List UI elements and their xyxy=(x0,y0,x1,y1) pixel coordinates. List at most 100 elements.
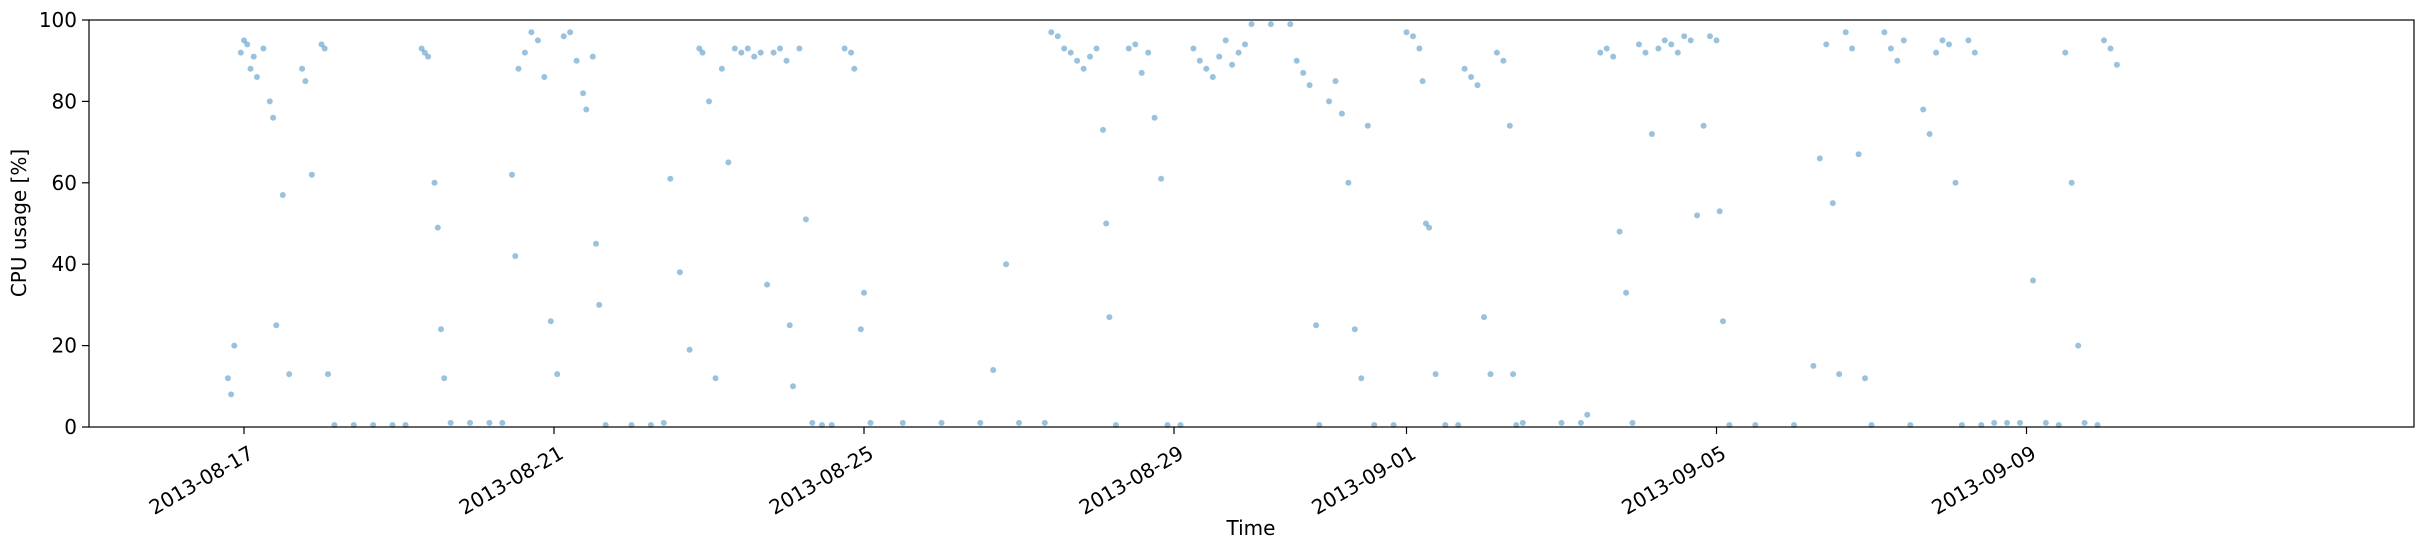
data-point xyxy=(1623,289,1630,296)
data-point xyxy=(308,171,315,178)
data-point xyxy=(1952,179,1959,186)
data-point xyxy=(725,159,732,166)
data-point xyxy=(528,29,535,36)
data-point xyxy=(783,57,790,64)
data-point xyxy=(1209,74,1216,80)
data-point xyxy=(1881,29,1888,36)
data-point xyxy=(1971,49,1978,56)
data-point xyxy=(438,326,444,333)
data-point xyxy=(266,98,273,105)
data-point xyxy=(1687,37,1694,44)
data-point xyxy=(2042,419,2049,426)
y-tick-label: 100 xyxy=(39,8,77,32)
data-point xyxy=(431,179,438,186)
data-point xyxy=(1364,122,1371,129)
data-point xyxy=(1461,65,1468,72)
data-point xyxy=(1067,49,1074,56)
data-point xyxy=(1816,155,1823,162)
data-point xyxy=(851,65,858,72)
data-point xyxy=(1481,314,1487,321)
data-point xyxy=(1700,122,1707,129)
data-point xyxy=(1048,29,1055,36)
data-point xyxy=(1003,261,1010,268)
data-point xyxy=(1190,45,1197,52)
data-point xyxy=(786,322,793,329)
data-point xyxy=(554,371,561,378)
data-point xyxy=(1603,45,1610,52)
data-point xyxy=(1100,126,1106,133)
data-point xyxy=(1332,78,1339,85)
data-point xyxy=(977,419,984,426)
data-point xyxy=(1326,98,1332,105)
data-point xyxy=(499,419,506,426)
data-point xyxy=(1416,45,1423,52)
data-point xyxy=(286,371,293,378)
data-point xyxy=(534,37,541,44)
data-point xyxy=(1577,419,1584,426)
data-point xyxy=(279,192,286,198)
data-point xyxy=(1597,49,1604,56)
data-point xyxy=(802,216,809,223)
data-point xyxy=(712,375,719,382)
data-point xyxy=(1842,29,1849,36)
data-point xyxy=(1432,371,1439,378)
data-point xyxy=(867,419,874,426)
data-point xyxy=(486,419,493,426)
data-point xyxy=(573,57,580,64)
data-point xyxy=(1584,411,1591,418)
data-point xyxy=(857,326,864,333)
data-point xyxy=(512,253,519,260)
data-point xyxy=(260,45,267,52)
data-point xyxy=(2004,419,2011,426)
data-point xyxy=(1661,37,1668,44)
data-point xyxy=(744,45,751,52)
data-point xyxy=(1419,78,1426,85)
data-point xyxy=(1894,57,1901,64)
data-point xyxy=(2062,49,2069,56)
data-point xyxy=(1636,41,1642,48)
data-point xyxy=(1610,53,1617,60)
data-point xyxy=(1410,33,1416,40)
data-point xyxy=(1145,49,1152,56)
data-point xyxy=(241,37,247,44)
data-point xyxy=(660,419,667,426)
data-point xyxy=(1103,220,1110,227)
data-point xyxy=(1487,371,1494,378)
data-point xyxy=(1629,419,1636,426)
data-point xyxy=(1196,57,1203,64)
data-point xyxy=(1493,49,1500,56)
data-point xyxy=(1965,37,1972,44)
data-point xyxy=(899,419,906,426)
data-point xyxy=(1074,57,1081,64)
data-point xyxy=(1287,21,1294,28)
data-point xyxy=(1716,208,1723,215)
data-point xyxy=(1926,131,1933,137)
data-point xyxy=(699,49,706,56)
data-point xyxy=(325,371,331,378)
data-point xyxy=(790,383,796,390)
data-point xyxy=(938,419,945,426)
data-point xyxy=(1642,49,1649,56)
data-point xyxy=(764,281,771,288)
data-point xyxy=(244,41,251,48)
data-point xyxy=(1080,65,1087,72)
data-point xyxy=(1403,29,1410,36)
data-point xyxy=(1468,74,1475,80)
data-point xyxy=(1648,131,1655,137)
y-tick-label: 40 xyxy=(52,252,77,276)
data-point xyxy=(1267,21,1274,28)
data-point xyxy=(231,342,238,349)
data-point xyxy=(1707,33,1713,40)
data-point xyxy=(1203,65,1210,72)
data-point xyxy=(1242,41,1248,48)
data-point xyxy=(1674,49,1681,56)
y-axis-label: CPU usage [%] xyxy=(7,149,31,297)
data-point xyxy=(447,419,454,426)
data-point xyxy=(718,65,725,72)
data-point xyxy=(1216,53,1223,60)
data-point xyxy=(757,49,764,56)
data-point xyxy=(1054,33,1061,40)
data-point xyxy=(299,65,306,72)
data-point xyxy=(318,41,325,48)
